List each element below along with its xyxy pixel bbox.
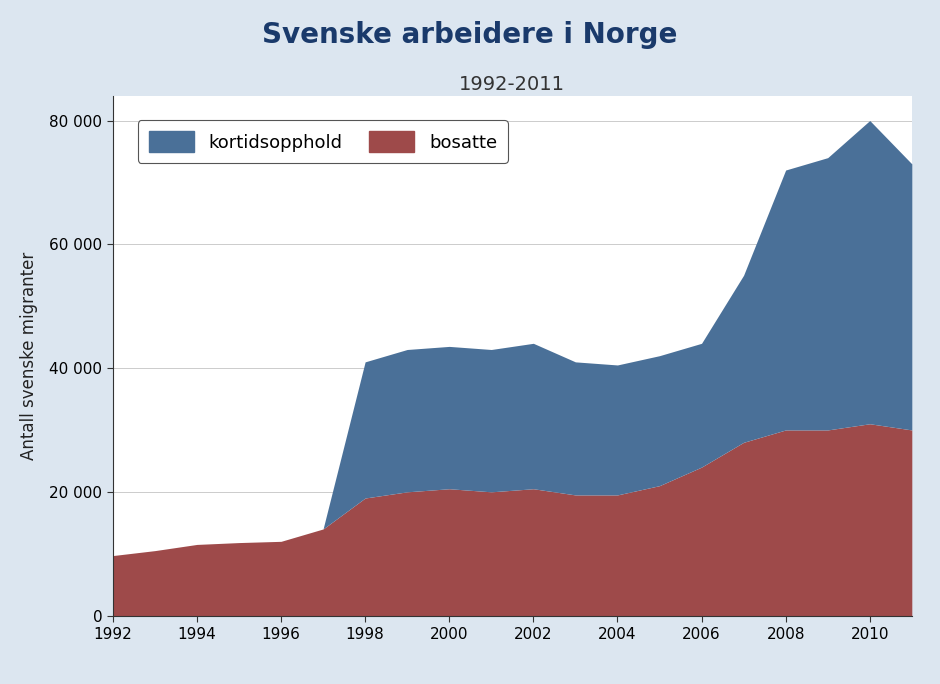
Text: Svenske arbeidere i Norge: Svenske arbeidere i Norge	[262, 21, 678, 49]
Y-axis label: Antall svenske migranter: Antall svenske migranter	[20, 252, 39, 460]
Legend: kortidsopphold, bosatte: kortidsopphold, bosatte	[138, 120, 508, 163]
Title: 1992-2011: 1992-2011	[460, 75, 565, 94]
